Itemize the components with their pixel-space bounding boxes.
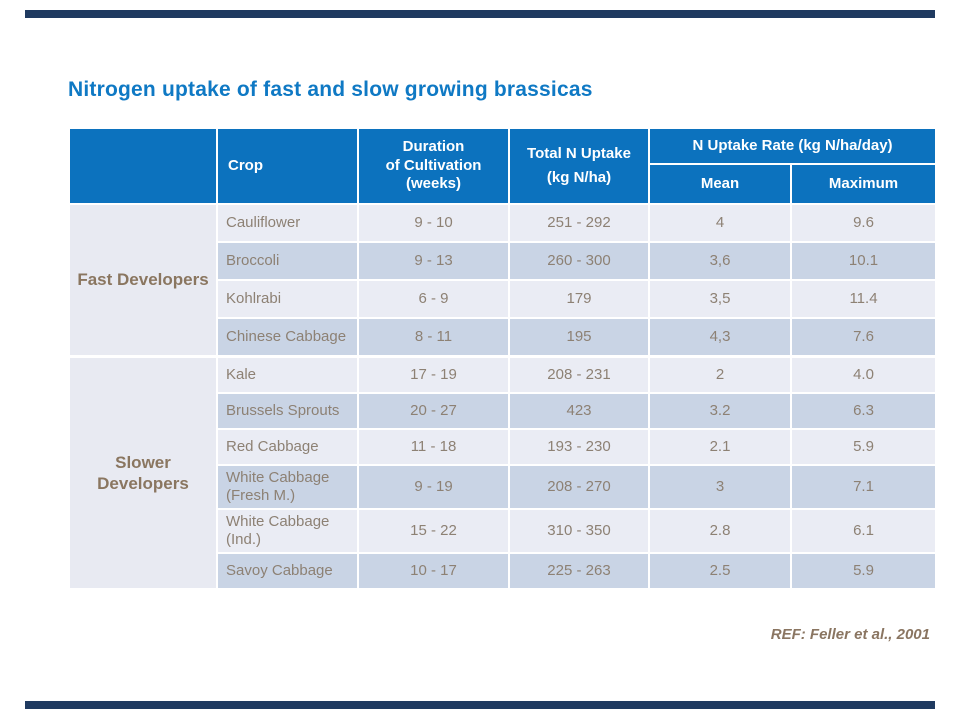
- crop-cell: Red Cabbage: [216, 428, 359, 466]
- header-total-n: Total N Uptake (kg N/ha): [508, 127, 650, 205]
- table-row: Brussels Sprouts 20 - 27 423 3.2 6.3: [69, 392, 938, 430]
- header-total-line2: (kg N/ha): [546, 168, 612, 186]
- total-uptake-cell: 193 - 230: [508, 428, 650, 466]
- mean-cell: 2.8: [648, 508, 792, 554]
- total-uptake-cell: 423: [508, 392, 650, 430]
- mean-cell: 3,5: [648, 279, 792, 319]
- header-duration: Duration of Cultivation (weeks): [357, 127, 510, 205]
- maximum-cell: 7.6: [789, 317, 938, 358]
- table-subheader-row: Mean Maximum: [69, 163, 938, 205]
- total-uptake-cell: 208 - 270: [508, 464, 650, 510]
- table-row: Chinese Cabbage 8 - 11 195 4,3 7.6: [69, 317, 938, 358]
- header-duration-line1: Duration: [402, 137, 465, 155]
- group-label-slower: Slower Developers: [68, 355, 218, 590]
- maximum-cell: 11.4: [789, 279, 938, 319]
- reference-citation: REF: Feller et al., 2001: [770, 626, 930, 643]
- crop-cell: White Cabbage (Fresh M.): [216, 464, 359, 510]
- maximum-cell: 7.1: [789, 464, 938, 510]
- duration-cell: 8 - 11: [357, 317, 510, 358]
- duration-cell: 17 - 19: [357, 355, 510, 394]
- duration-cell: 9 - 13: [357, 241, 510, 281]
- maximum-cell: 5.9: [789, 428, 938, 466]
- crop-cell: Broccoli: [216, 241, 359, 281]
- mean-cell: 4: [648, 203, 792, 243]
- table-row: Savoy Cabbage 10 - 17 225 - 263 2.5 5.9: [69, 552, 938, 590]
- maximum-cell: 4.0: [789, 355, 938, 394]
- crop-cell: Savoy Cabbage: [216, 552, 359, 590]
- mean-cell: 2.1: [648, 428, 792, 466]
- page-title: Nitrogen uptake of fast and slow growing…: [68, 78, 593, 101]
- header-maximum: Maximum: [789, 163, 938, 205]
- duration-cell: 6 - 9: [357, 279, 510, 319]
- mean-cell: 4,3: [648, 317, 792, 358]
- duration-cell: 10 - 17: [357, 552, 510, 590]
- table-row: White Cabbage (Fresh M.) 9 - 19 208 - 27…: [69, 464, 938, 510]
- crop-cell: Chinese Cabbage: [216, 317, 359, 358]
- crop-cell: Kohlrabi: [216, 279, 359, 319]
- header-mean: Mean: [648, 163, 792, 205]
- duration-cell: 11 - 18: [357, 428, 510, 466]
- header-total-line1: Total N Uptake: [527, 144, 631, 162]
- total-uptake-cell: 179: [508, 279, 650, 319]
- header-uptake-rate: N Uptake Rate (kg N/ha/day): [647, 127, 938, 165]
- crop-cell: White Cabbage (Ind.): [216, 508, 359, 554]
- total-uptake-cell: 225 - 263: [508, 552, 650, 590]
- maximum-cell: 5.9: [789, 552, 938, 590]
- total-uptake-cell: 260 - 300: [508, 241, 650, 281]
- duration-cell: 9 - 19: [357, 464, 510, 510]
- mean-cell: 2: [648, 355, 792, 394]
- nitrogen-uptake-table: Crop Duration of Cultivation (weeks) Tot…: [68, 127, 938, 590]
- duration-cell: 20 - 27: [357, 392, 510, 430]
- table-row: Kohlrabi 6 - 9 179 3,5 11.4: [69, 279, 938, 319]
- mean-cell: 3,6: [648, 241, 792, 281]
- crop-cell: Cauliflower: [216, 203, 359, 243]
- total-uptake-cell: 251 - 292: [508, 203, 650, 243]
- crop-cell: Brussels Sprouts: [216, 392, 359, 430]
- mean-cell: 2.5: [648, 552, 792, 590]
- duration-cell: 15 - 22: [357, 508, 510, 554]
- mean-cell: 3: [648, 464, 792, 510]
- total-uptake-cell: 208 - 231: [508, 355, 650, 394]
- group-label-fast: Fast Developers: [68, 203, 218, 358]
- duration-cell: 9 - 10: [357, 203, 510, 243]
- table-row: Broccoli 9 - 13 260 - 300 3,6 10.1: [69, 241, 938, 281]
- header-crop: Crop: [216, 127, 359, 205]
- table-row: Slower Developers Kale 17 - 19 208 - 231…: [68, 355, 938, 590]
- total-uptake-cell: 310 - 350: [508, 508, 650, 554]
- header-duration-line2: of Cultivation (weeks): [385, 156, 482, 193]
- top-accent-bar: [25, 10, 935, 18]
- table-row: White Cabbage (Ind.) 15 - 22 310 - 350 2…: [69, 508, 938, 554]
- bottom-accent-bar: [25, 701, 935, 709]
- maximum-cell: 10.1: [789, 241, 938, 281]
- maximum-cell: 6.1: [789, 508, 938, 554]
- total-uptake-cell: 195: [508, 317, 650, 358]
- table-header-row: Crop Duration of Cultivation (weeks) Tot…: [68, 127, 938, 205]
- mean-cell: 3.2: [648, 392, 792, 430]
- header-group-spacer: [68, 127, 218, 205]
- maximum-cell: 9.6: [789, 203, 938, 243]
- table-row: Red Cabbage 11 - 18 193 - 230 2.1 5.9: [69, 428, 938, 466]
- table-row: Fast Developers Cauliflower 9 - 10 251 -…: [68, 203, 938, 358]
- maximum-cell: 6.3: [789, 392, 938, 430]
- crop-cell: Kale: [216, 355, 359, 394]
